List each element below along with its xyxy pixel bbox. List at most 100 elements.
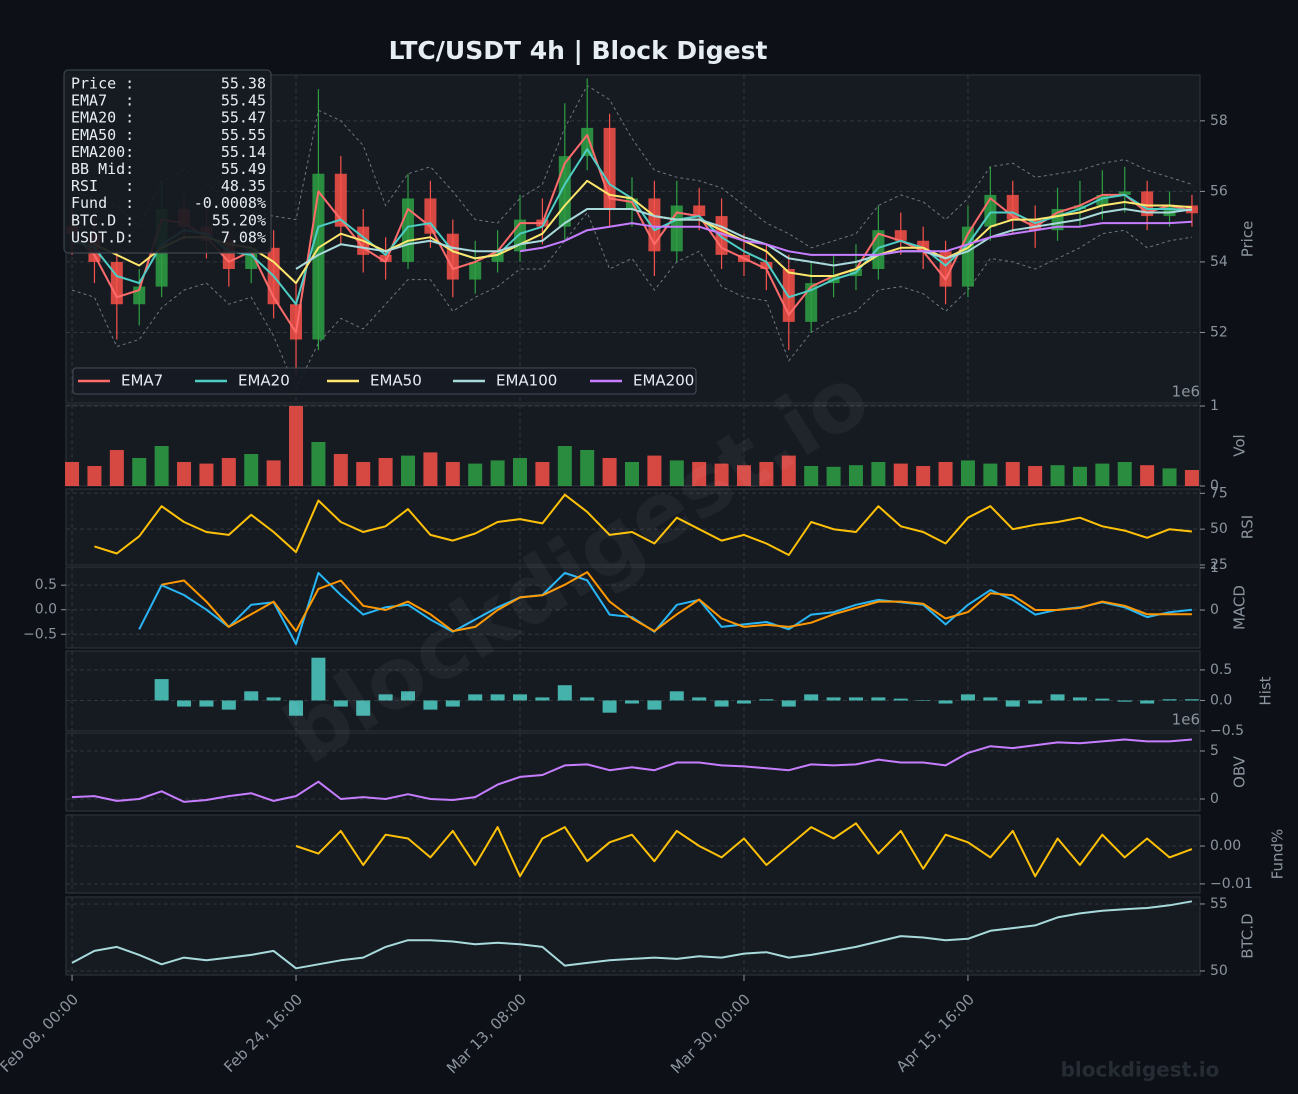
candle-body [491,251,504,262]
candle-body [1185,205,1198,214]
bar [557,685,572,701]
y-tick-label: 25 [1210,557,1228,573]
bar [736,465,751,486]
bar [289,700,304,716]
y-tick-label: 52 [1210,324,1228,340]
bar [468,463,483,486]
y-tick-label: 75 [1210,485,1228,501]
panel-background [65,732,1201,812]
candle-body [693,205,706,217]
y-tick-label: −0.5 [1210,723,1244,739]
panel-background [65,896,1201,976]
y-tick-label: 50 [1210,521,1228,537]
candle-body [760,261,773,269]
series-line [94,493,1193,556]
y-axis-label: Fund% [1269,829,1287,880]
bar [647,455,662,486]
candle-body [1163,205,1176,217]
y-tick-label: 55 [1210,896,1228,912]
bar [266,697,281,701]
bar [423,452,438,486]
info-value: 55.20% [212,211,266,229]
info-label: Price : [71,75,134,93]
bar [826,466,841,486]
bar [1005,700,1020,707]
candle-body [1096,194,1109,206]
bar [109,450,124,486]
bar [468,694,483,701]
bar [1072,697,1087,701]
panel: 0.5 0.0 −0.5 Hist [65,650,1275,739]
bar [602,458,617,486]
bar [938,462,953,486]
bar [714,463,729,486]
y-tick-label: 0 [1210,478,1219,494]
bar [580,697,595,701]
bar [848,697,863,701]
bar [513,458,528,486]
bar [781,455,796,486]
bar [266,460,281,486]
bar [289,406,304,486]
y-tick-label: 50 [1210,963,1228,979]
bar [714,700,729,707]
bar [401,455,416,486]
bar [154,446,169,486]
bar [132,458,147,486]
y-axis-label: Vol [1231,434,1249,456]
bar [871,462,886,486]
legend-label: EMA7 [121,372,163,390]
info-label: RSI : [71,177,134,195]
bar [1117,462,1132,486]
bar [669,460,684,486]
bar [960,694,975,701]
axis-offset-label: 1e6 [1172,711,1200,729]
bar [602,700,617,713]
y-tick-label: 0.0 [1210,692,1232,708]
bar [1095,698,1110,701]
y-tick-label: 0.00 [1210,838,1241,854]
y-tick-label: 1 [1210,560,1219,576]
bar [199,463,214,486]
bar [1140,465,1155,486]
y-tick-label: 54 [1210,254,1228,270]
bar [1095,463,1110,486]
info-value: 55.49 [221,160,266,178]
bar [1050,465,1065,486]
bar [1162,468,1177,486]
bar [333,454,348,486]
bar [893,463,908,486]
panel: 0 5 OBV 1e6 [65,711,1249,812]
series-line [71,900,1193,970]
legend-frame [72,367,697,395]
bar [1184,470,1199,486]
bar [960,460,975,486]
bar [513,694,528,701]
candle-body [402,198,415,262]
series-line [71,738,1192,803]
y-tick-label: 1 [1210,398,1219,414]
axis-offset-label: 1e6 [1172,383,1200,401]
panel: 25 50 75 RSI [65,485,1257,573]
info-value: 55.45 [221,92,266,110]
series-line [71,134,1193,334]
bar [1117,700,1132,702]
legend-label: EMA20 [238,372,290,390]
bar [333,700,348,707]
legend-label: EMA100 [496,372,557,390]
info-value: 55.55 [221,126,266,144]
bar [1028,700,1043,704]
info-label: BB Mid: [71,160,134,178]
legend: EMA7 EMA20 EMA50 EMA100 EMA200 [72,367,697,395]
bar [535,697,550,701]
info-value: 55.38 [221,75,266,93]
bar [401,691,416,701]
bar [1162,699,1177,701]
bar [356,462,371,486]
info-value: 55.47 [221,109,266,127]
series-line [93,179,1192,285]
bar [1028,466,1043,486]
info-label: EMA7 : [71,92,134,110]
